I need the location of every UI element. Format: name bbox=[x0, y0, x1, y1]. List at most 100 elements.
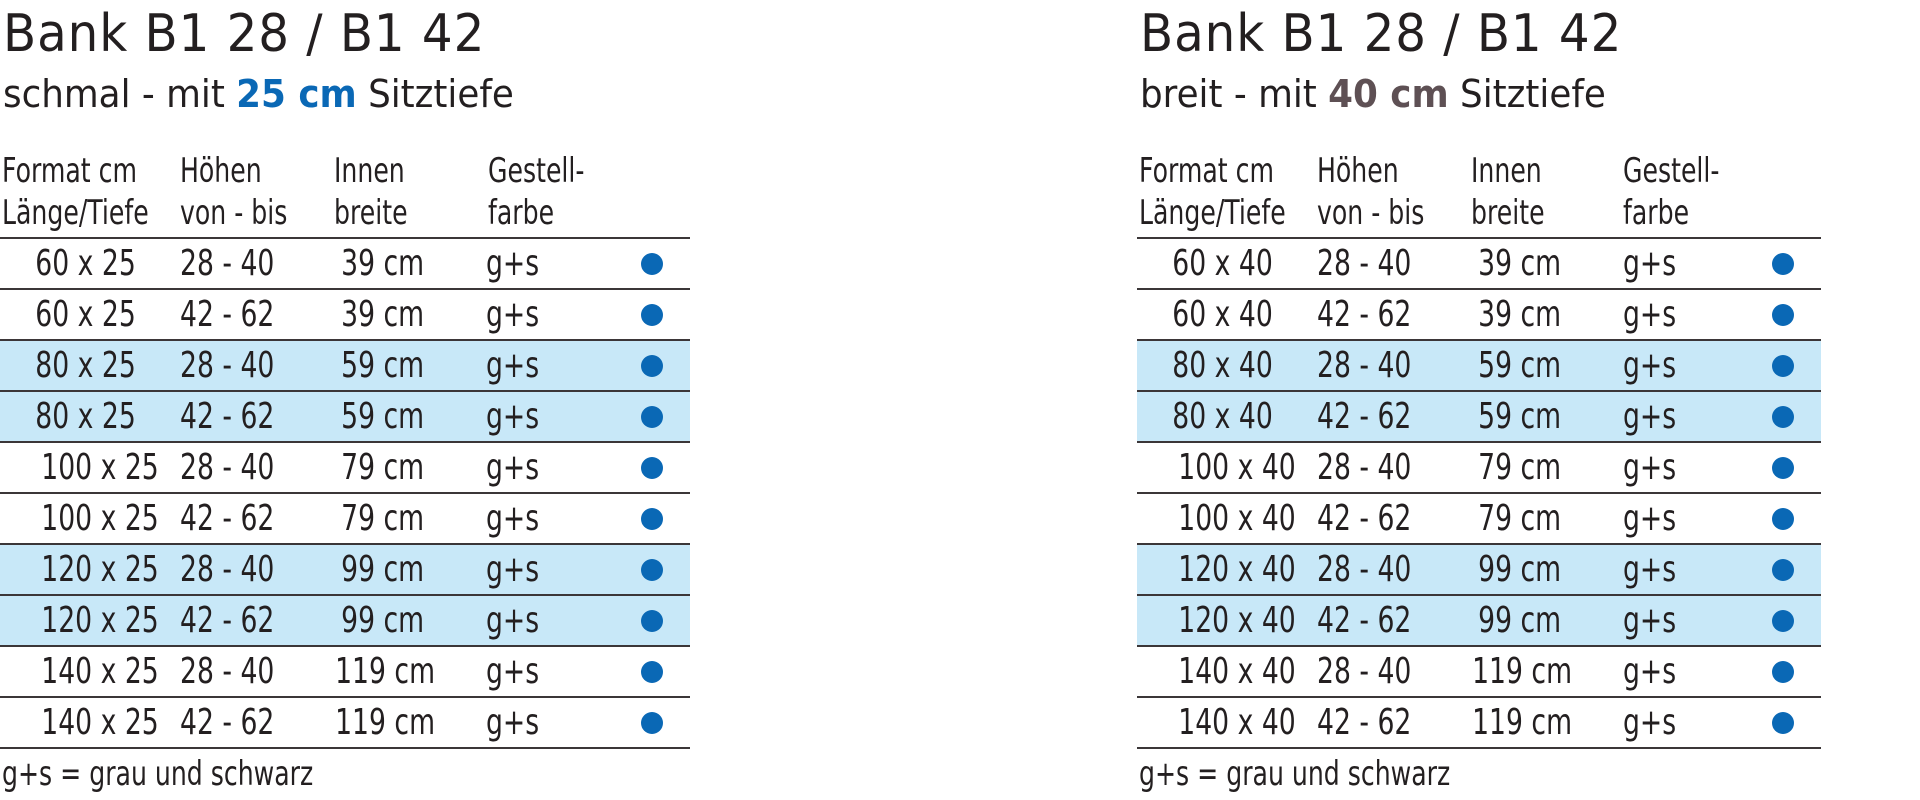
panel-subtitle: schmal - mit 25 cm Sitztiefe bbox=[3, 70, 514, 118]
cell-format: 80 x 25 bbox=[35, 345, 136, 386]
table-row: 120 x 25 42 - 62 99 cm g+s bbox=[0, 594, 690, 645]
table-row: 80 x 25 42 - 62 59 cm g+s bbox=[0, 390, 690, 441]
availability-dot-icon bbox=[1772, 457, 1794, 479]
cell-format: 80 x 40 bbox=[1172, 345, 1273, 386]
availability-dot-icon bbox=[641, 508, 663, 530]
cell-format: 140 x 25 bbox=[41, 651, 159, 692]
cell-inner-width: 99 cm bbox=[1478, 600, 1561, 641]
cell-frame-color: g+s bbox=[486, 600, 540, 641]
cell-inner-width: 59 cm bbox=[1478, 345, 1561, 386]
availability-dot-icon bbox=[641, 610, 663, 632]
cell-format: 100 x 40 bbox=[1178, 498, 1296, 539]
availability-dot-icon bbox=[641, 253, 663, 275]
table-row: 80 x 25 28 - 40 59 cm g+s bbox=[0, 339, 690, 390]
table-bottom-rule bbox=[1137, 747, 1821, 749]
header-frame-color: Gestell-farbe bbox=[488, 151, 585, 233]
cell-format: 140 x 25 bbox=[41, 702, 159, 743]
cell-format: 60 x 40 bbox=[1172, 294, 1273, 335]
cell-frame-color: g+s bbox=[1623, 600, 1677, 641]
cell-height-range: 42 - 62 bbox=[180, 498, 275, 539]
cell-height-range: 28 - 40 bbox=[180, 447, 275, 488]
cell-inner-width: 39 cm bbox=[341, 294, 424, 335]
cell-height-range: 28 - 40 bbox=[1317, 447, 1412, 488]
cell-format: 80 x 40 bbox=[1172, 396, 1273, 437]
cell-format: 120 x 25 bbox=[41, 549, 159, 590]
table-row: 140 x 25 28 - 40 119 cm g+s bbox=[0, 645, 690, 696]
cell-height-range: 28 - 40 bbox=[180, 549, 275, 590]
header-heights: Höhen von - bis bbox=[1317, 151, 1425, 233]
availability-dot-icon bbox=[641, 712, 663, 734]
footnote: g+s = grau und schwarz bbox=[1139, 754, 1451, 794]
availability-dot-icon bbox=[1772, 304, 1794, 326]
availability-dot-icon bbox=[1772, 661, 1794, 683]
table-row: 140 x 25 42 - 62 119 cm g+s bbox=[0, 696, 690, 747]
seat-depth-highlight: 40 cm bbox=[1328, 72, 1449, 116]
panel-narrow: Bank B1 28 / B1 42 schmal - mit 25 cm Si… bbox=[0, 0, 700, 800]
cell-inner-width: 59 cm bbox=[341, 396, 424, 437]
cell-height-range: 42 - 62 bbox=[1317, 396, 1412, 437]
cell-height-range: 28 - 40 bbox=[180, 243, 275, 284]
table-row: 100 x 40 28 - 40 79 cm g+s bbox=[1137, 441, 1821, 492]
cell-height-range: 28 - 40 bbox=[1317, 651, 1412, 692]
availability-dot-icon bbox=[641, 559, 663, 581]
cell-inner-width: 59 cm bbox=[341, 345, 424, 386]
availability-dot-icon bbox=[1772, 253, 1794, 275]
cell-inner-width: 39 cm bbox=[1478, 243, 1561, 284]
cell-height-range: 28 - 40 bbox=[180, 651, 275, 692]
cell-inner-width: 119 cm bbox=[335, 702, 436, 743]
cell-inner-width: 79 cm bbox=[341, 498, 424, 539]
header-frame-color: Gestell-farbe bbox=[1623, 151, 1720, 233]
cell-frame-color: g+s bbox=[1623, 651, 1677, 692]
cell-format: 120 x 40 bbox=[1178, 549, 1296, 590]
cell-height-range: 28 - 40 bbox=[1317, 549, 1412, 590]
cell-frame-color: g+s bbox=[486, 345, 540, 386]
availability-dot-icon bbox=[641, 304, 663, 326]
cell-format: 60 x 40 bbox=[1172, 243, 1273, 284]
cell-format: 140 x 40 bbox=[1178, 702, 1296, 743]
cell-inner-width: 119 cm bbox=[1472, 702, 1573, 743]
subtitle-prefix: breit - mit bbox=[1140, 72, 1329, 116]
table-row: 120 x 40 42 - 62 99 cm g+s bbox=[1137, 594, 1821, 645]
cell-format: 140 x 40 bbox=[1178, 651, 1296, 692]
panel-title: Bank B1 28 / B1 42 bbox=[3, 4, 486, 64]
cell-height-range: 42 - 62 bbox=[180, 396, 275, 437]
cell-frame-color: g+s bbox=[1623, 345, 1677, 386]
table-row: 60 x 25 28 - 40 39 cm g+s bbox=[0, 237, 690, 288]
availability-dot-icon bbox=[641, 355, 663, 377]
cell-inner-width: 119 cm bbox=[1472, 651, 1573, 692]
availability-dot-icon bbox=[1772, 610, 1794, 632]
cell-height-range: 28 - 40 bbox=[180, 345, 275, 386]
cell-format: 60 x 25 bbox=[35, 243, 136, 284]
availability-dot-icon bbox=[1772, 406, 1794, 428]
panel-title: Bank B1 28 / B1 42 bbox=[1140, 4, 1623, 64]
cell-frame-color: g+s bbox=[1623, 702, 1677, 743]
cell-frame-color: g+s bbox=[1623, 243, 1677, 284]
table-row: 60 x 40 28 - 40 39 cm g+s bbox=[1137, 237, 1821, 288]
cell-format: 100 x 40 bbox=[1178, 447, 1296, 488]
availability-dot-icon bbox=[1772, 508, 1794, 530]
cell-frame-color: g+s bbox=[486, 498, 540, 539]
cell-height-range: 42 - 62 bbox=[180, 702, 275, 743]
cell-inner-width: 99 cm bbox=[341, 600, 424, 641]
subtitle-suffix: Sitztiefe bbox=[356, 72, 514, 116]
header-inner-width: Innen breite bbox=[1471, 151, 1545, 233]
table-row: 100 x 25 42 - 62 79 cm g+s bbox=[0, 492, 690, 543]
table-row: 100 x 40 42 - 62 79 cm g+s bbox=[1137, 492, 1821, 543]
subtitle-suffix: Sitztiefe bbox=[1448, 72, 1606, 116]
cell-frame-color: g+s bbox=[486, 243, 540, 284]
cell-frame-color: g+s bbox=[486, 702, 540, 743]
cell-format: 120 x 40 bbox=[1178, 600, 1296, 641]
availability-dot-icon bbox=[641, 406, 663, 428]
availability-dot-icon bbox=[1772, 712, 1794, 734]
cell-frame-color: g+s bbox=[1623, 447, 1677, 488]
header-inner-width: Innen breite bbox=[334, 151, 408, 233]
cell-height-range: 42 - 62 bbox=[1317, 498, 1412, 539]
table-row: 60 x 40 42 - 62 39 cm g+s bbox=[1137, 288, 1821, 339]
cell-height-range: 42 - 62 bbox=[1317, 294, 1412, 335]
header-format: Format cm Länge/Tiefe bbox=[2, 151, 149, 233]
cell-inner-width: 39 cm bbox=[341, 243, 424, 284]
panel-subtitle: breit - mit 40 cm Sitztiefe bbox=[1140, 70, 1606, 118]
cell-inner-width: 99 cm bbox=[341, 549, 424, 590]
availability-dot-icon bbox=[641, 661, 663, 683]
cell-inner-width: 119 cm bbox=[335, 651, 436, 692]
